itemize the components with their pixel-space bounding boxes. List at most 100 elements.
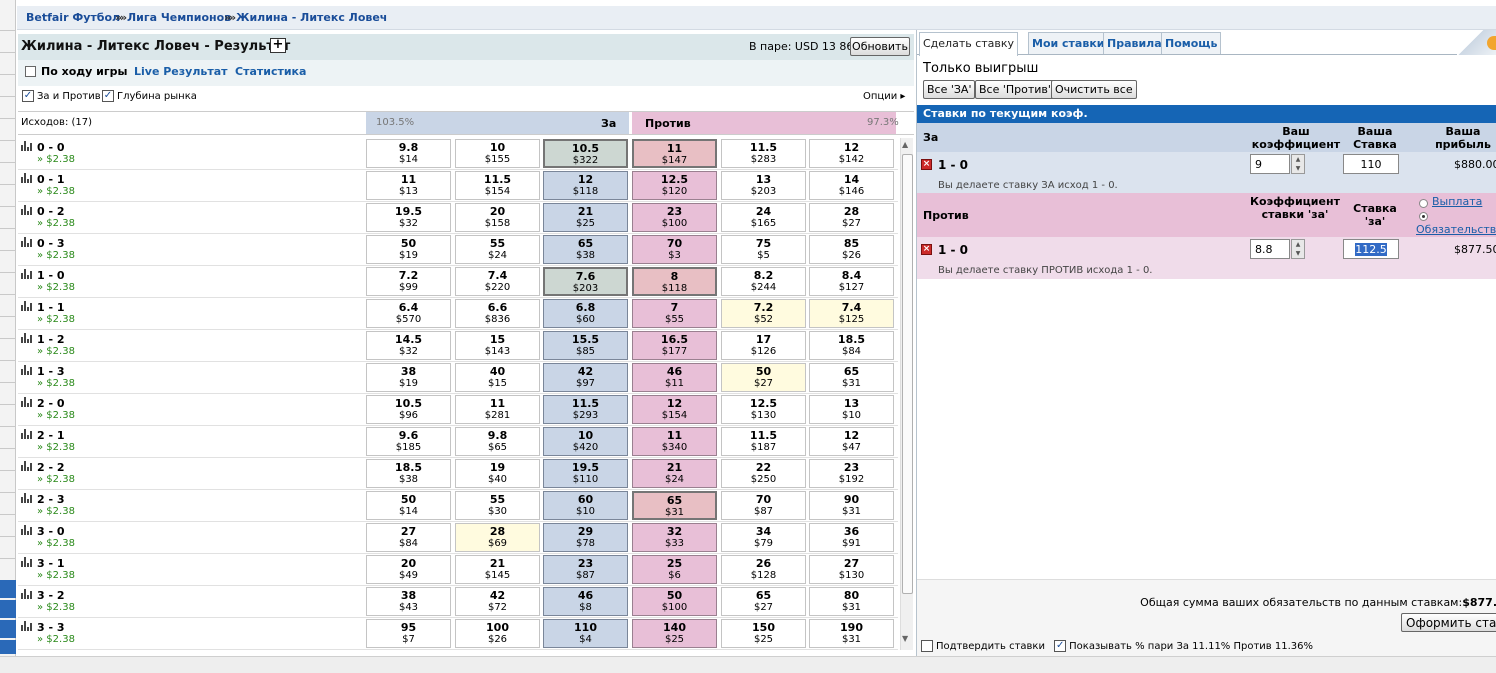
chart-icon[interactable] — [21, 493, 33, 503]
runner-name[interactable]: 0 - 3 — [37, 237, 65, 250]
runner-name[interactable]: 2 - 3 — [37, 493, 65, 506]
statistics-link[interactable]: Статистика — [235, 65, 307, 78]
add-to-favourites-button[interactable]: + — [270, 38, 286, 53]
back-price-cell[interactable]: 42 $72 — [455, 587, 540, 616]
back-price-cell[interactable]: 11 $281 — [455, 395, 540, 424]
lay-price-cell[interactable]: 7.2 $52 — [721, 299, 806, 328]
chart-icon[interactable] — [21, 269, 33, 279]
lay-price-cell[interactable]: 11.5 $187 — [721, 427, 806, 456]
tab-help[interactable]: Помощь — [1161, 32, 1222, 54]
lay-price-cell[interactable]: 8.2 $244 — [721, 267, 806, 296]
lay-price-cell[interactable]: 12.5 $120 — [632, 171, 717, 200]
lay-price-cell[interactable]: 65 $31 — [809, 363, 894, 392]
back-price-cell[interactable]: 19 $40 — [455, 459, 540, 488]
back-price-cell[interactable]: 7.4 $220 — [455, 267, 540, 296]
chart-icon[interactable] — [21, 205, 33, 215]
lay-price-cell[interactable]: 13 $10 — [809, 395, 894, 424]
runner-name[interactable]: 2 - 1 — [37, 429, 65, 442]
lay-price-cell[interactable]: 13 $203 — [721, 171, 806, 200]
payout-radio[interactable] — [1419, 199, 1428, 208]
back-price-cell[interactable]: 10 $420 — [543, 427, 628, 456]
back-price-cell[interactable]: 40 $15 — [455, 363, 540, 392]
lay-price-cell[interactable]: 50 $27 — [721, 363, 806, 392]
back-price-cell[interactable]: 21 $145 — [455, 555, 540, 584]
breadcrumb-link-football[interactable]: Betfair Футбол — [26, 11, 121, 24]
lay-price-cell[interactable]: 80 $31 — [809, 587, 894, 616]
scroll-down-icon[interactable]: ▼ — [902, 634, 909, 643]
place-bets-button[interactable]: Оформить ставки — [1401, 613, 1496, 632]
lay-price-cell[interactable]: 90 $31 — [809, 491, 894, 520]
back-price-cell[interactable]: 10.5 $96 — [366, 395, 451, 424]
runner-name[interactable]: 1 - 3 — [37, 365, 65, 378]
runner-name[interactable]: 1 - 1 — [37, 301, 65, 314]
lay-price-cell[interactable]: 16.5 $177 — [632, 331, 717, 360]
liability-link[interactable]: Обязательства — [1416, 223, 1496, 236]
chart-icon[interactable] — [21, 141, 33, 151]
back-price-cell[interactable]: 55 $24 — [455, 235, 540, 264]
runner-name[interactable]: 3 - 3 — [37, 621, 65, 634]
back-price-cell[interactable]: 6.8 $60 — [543, 299, 628, 328]
back-price-cell[interactable]: 46 $8 — [543, 587, 628, 616]
lay-price-cell[interactable]: 150 $25 — [721, 619, 806, 648]
lay-price-cell[interactable]: 12 $154 — [632, 395, 717, 424]
lay-price-cell[interactable]: 75 $5 — [721, 235, 806, 264]
lay-price-cell[interactable]: 85 $26 — [809, 235, 894, 264]
chart-icon[interactable] — [21, 397, 33, 407]
lay-price-cell[interactable]: 46 $11 — [632, 363, 717, 392]
back-price-cell[interactable]: 7.6 $203 — [543, 267, 628, 296]
tab-place-bet[interactable]: Сделать ставку — [919, 32, 1019, 56]
lay-price-cell[interactable]: 17 $126 — [721, 331, 806, 360]
back-price-cell[interactable]: 20 $49 — [366, 555, 451, 584]
liability-radio[interactable] — [1419, 212, 1428, 221]
lay-price-cell[interactable]: 7 $55 — [632, 299, 717, 328]
back-price-cell[interactable]: 9.8 $14 — [366, 139, 451, 168]
back-price-cell[interactable]: 110 $4 — [543, 619, 628, 648]
chart-icon[interactable] — [21, 621, 33, 631]
lay-price-cell[interactable]: 140 $25 — [632, 619, 717, 648]
confirm-bets-checkbox[interactable] — [921, 640, 933, 652]
lay-price-cell[interactable]: 11 $340 — [632, 427, 717, 456]
chart-icon[interactable] — [21, 365, 33, 375]
back-stake-input[interactable]: 110 — [1343, 154, 1399, 174]
breadcrumb-link-event[interactable]: Жилина - Литекс Ловеч — [236, 11, 388, 24]
back-lay-checkbox[interactable]: ✓ — [22, 90, 34, 102]
back-price-cell[interactable]: 50 $14 — [366, 491, 451, 520]
lay-price-cell[interactable]: 24 $165 — [721, 203, 806, 232]
lay-price-cell[interactable]: 12.5 $130 — [721, 395, 806, 424]
runner-name[interactable]: 0 - 1 — [37, 173, 65, 186]
lay-price-cell[interactable]: 28 $27 — [809, 203, 894, 232]
lay-price-cell[interactable]: 50 $100 — [632, 587, 717, 616]
back-price-cell[interactable]: 27 $84 — [366, 523, 451, 552]
lay-price-cell[interactable]: 65 $27 — [721, 587, 806, 616]
back-price-cell[interactable]: 18.5 $38 — [366, 459, 451, 488]
chart-icon[interactable] — [21, 173, 33, 183]
runner-name[interactable]: 3 - 0 — [37, 525, 65, 538]
back-price-cell[interactable]: 28 $69 — [455, 523, 540, 552]
lay-price-cell[interactable]: 7.4 $125 — [809, 299, 894, 328]
back-price-cell[interactable]: 11.5 $154 — [455, 171, 540, 200]
lay-odds-input[interactable]: 8.8 — [1250, 239, 1290, 259]
back-price-cell[interactable]: 42 $97 — [543, 363, 628, 392]
lay-price-cell[interactable]: 65 $31 — [632, 491, 717, 520]
back-price-cell[interactable]: 9.6 $185 — [366, 427, 451, 456]
runner-name[interactable]: 0 - 0 — [37, 141, 65, 154]
lay-price-cell[interactable]: 11 $147 — [632, 139, 717, 168]
clear-all-button[interactable]: Очистить все — [1051, 80, 1137, 99]
back-price-cell[interactable]: 19.5 $110 — [543, 459, 628, 488]
lay-price-cell[interactable]: 26 $128 — [721, 555, 806, 584]
lay-price-cell[interactable]: 14 $146 — [809, 171, 894, 200]
odds-spinner-icon[interactable]: ▲ ▼ — [1291, 154, 1305, 174]
lay-price-cell[interactable]: 12 $142 — [809, 139, 894, 168]
back-price-cell[interactable]: 21 $25 — [543, 203, 628, 232]
back-price-cell[interactable]: 14.5 $32 — [366, 331, 451, 360]
lay-price-cell[interactable]: 12 $47 — [809, 427, 894, 456]
chart-icon[interactable] — [21, 301, 33, 311]
breadcrumb-link-champions-league[interactable]: Лига Чемпионов — [127, 11, 232, 24]
chart-icon[interactable] — [21, 429, 33, 439]
back-price-cell[interactable]: 38 $43 — [366, 587, 451, 616]
remove-bet-icon[interactable]: × — [921, 244, 932, 255]
back-price-cell[interactable]: 50 $19 — [366, 235, 451, 264]
back-price-cell[interactable]: 6.4 $570 — [366, 299, 451, 328]
back-price-cell[interactable]: 29 $78 — [543, 523, 628, 552]
lay-price-cell[interactable]: 18.5 $84 — [809, 331, 894, 360]
